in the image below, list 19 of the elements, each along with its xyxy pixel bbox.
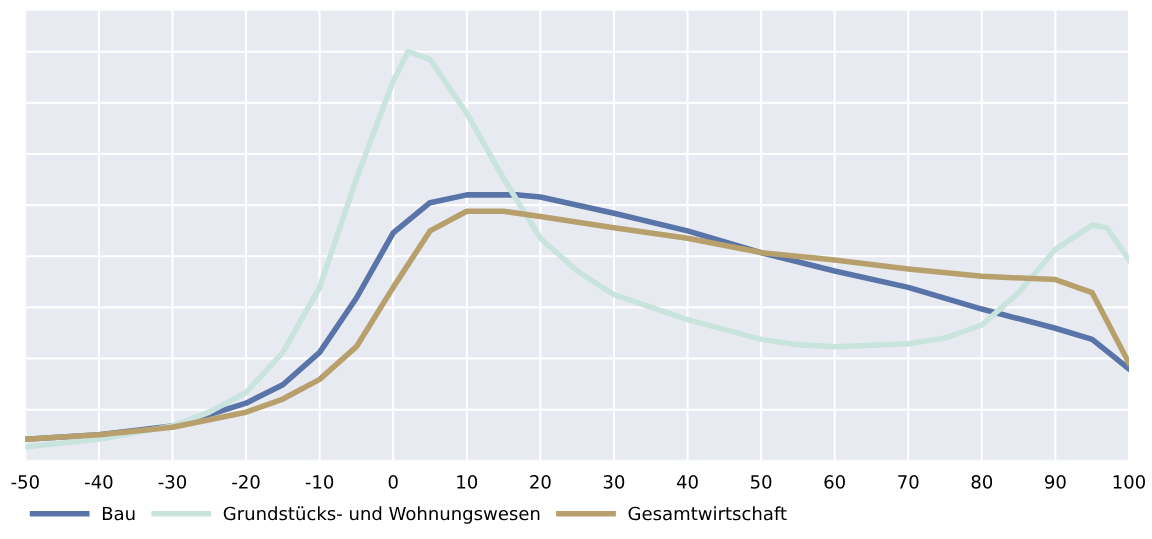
x-tick-label: 20 [530,475,551,489]
x-tick-label: -10 [305,475,334,489]
x-tick-label: -40 [85,475,113,489]
x-tick-label: 90 [1045,475,1066,489]
legend-label: Grundstücks- und Wohnungswesen [223,506,540,524]
x-tick-label: 10 [457,475,478,489]
x-tick-label: 40 [676,475,698,489]
x-tick-label: 30 [603,475,625,489]
x-tick-label: -50 [11,475,39,489]
legend-label: Bau [102,506,135,521]
x-tick-label: 70 [898,475,919,489]
legend-label: Gesamtwirtschaft [628,506,787,521]
x-tick-label: 100 [1113,475,1145,489]
x-tick-label: -20 [232,475,260,489]
x-tick-label: 50 [750,475,772,489]
x-tick-label: 0 [388,475,398,489]
x-tick-label: 80 [971,475,993,489]
x-tick-label: 60 [824,475,845,489]
x-tick-label: -30 [158,475,187,489]
